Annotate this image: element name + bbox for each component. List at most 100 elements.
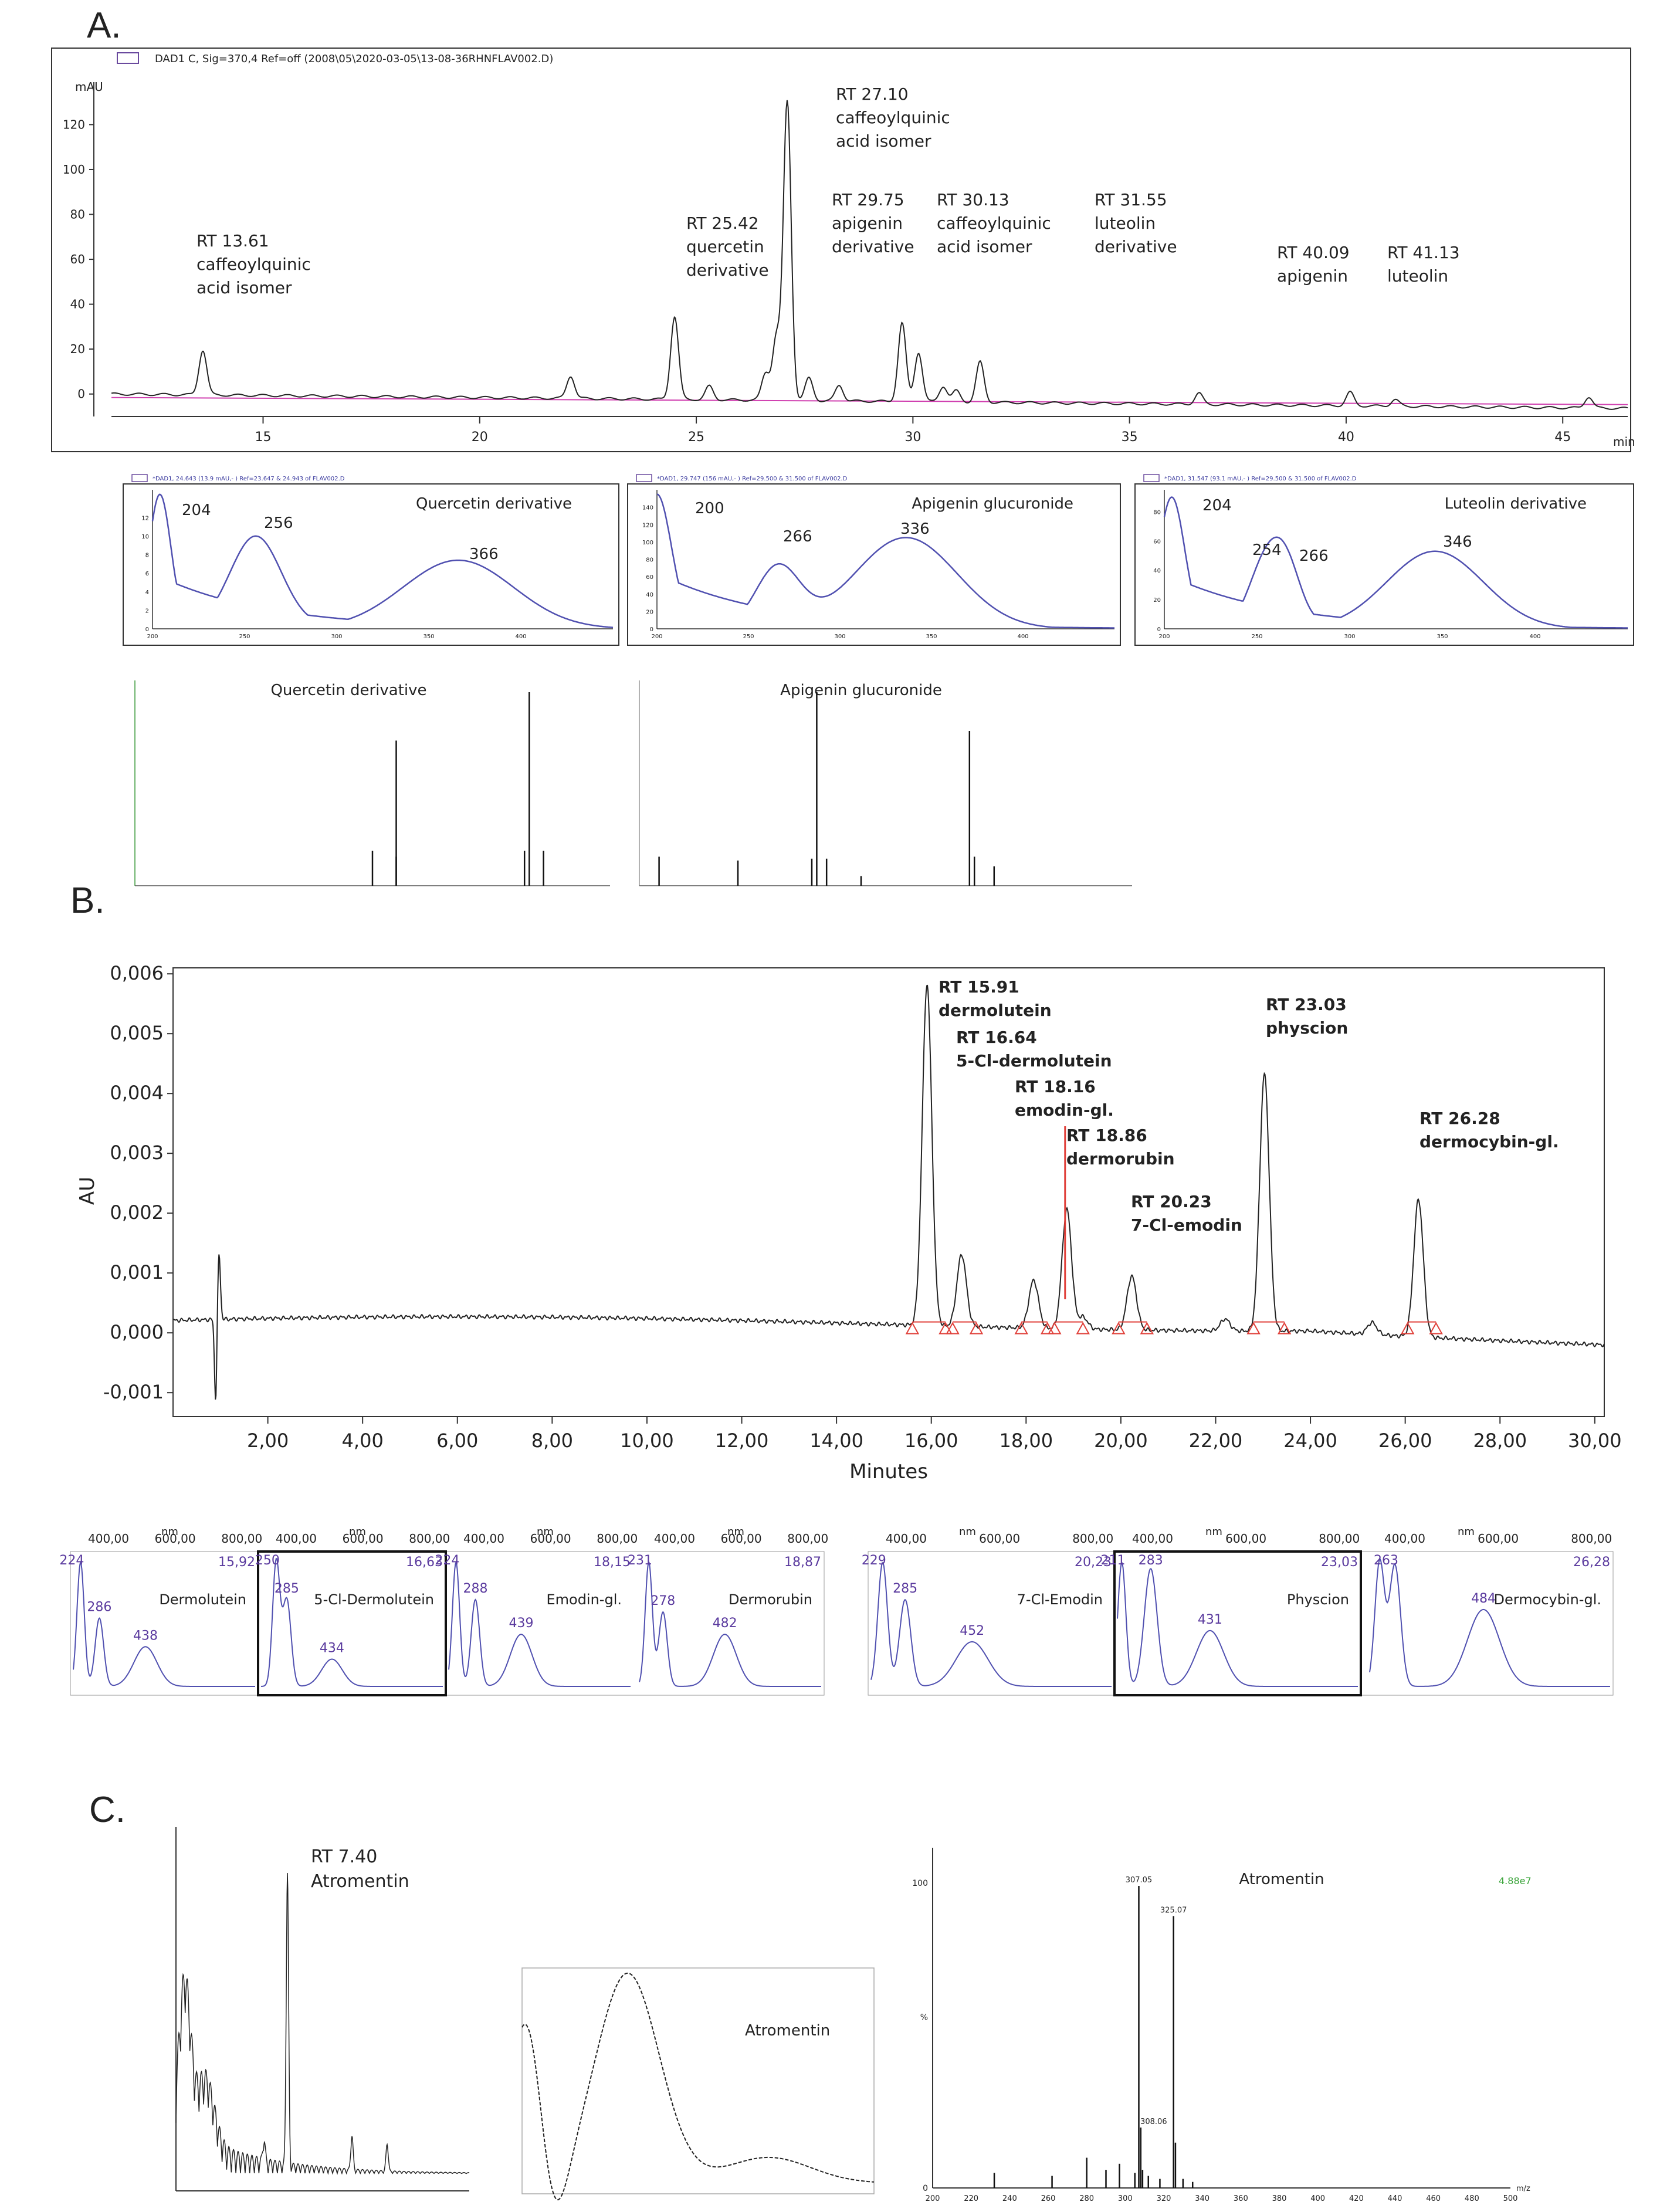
c-ms-y-tick: 100: [912, 1879, 928, 1888]
uv-rt: 23,03: [1321, 1555, 1358, 1570]
panel-label-a: A.: [87, 5, 121, 46]
c-ms-x-tick: 200: [926, 2194, 940, 2203]
y-tick-label: 0,003: [110, 1141, 164, 1164]
uv-axis-tick: 600,00: [343, 1532, 384, 1546]
peak-annotation: RT 40.09: [1277, 243, 1350, 262]
uv-y-tick-label: 120: [642, 522, 653, 529]
panel-label-c: C.: [89, 1790, 126, 1830]
peak-annotation: derivative: [832, 237, 914, 256]
y-tick-label: 0,002: [110, 1201, 164, 1224]
integration-marker: [1048, 1322, 1062, 1334]
uv-x-tick-label: 200: [147, 634, 158, 640]
uv-title: Apigenin glucuronide: [912, 495, 1073, 513]
uv-axis-tick: 600,00: [530, 1532, 571, 1546]
y-tick-label: 120: [63, 117, 85, 131]
integration-marker: [939, 1322, 953, 1334]
uv-axis-tick: 600,00: [155, 1532, 196, 1546]
uv-axis-label: nm: [349, 1526, 366, 1538]
c-ms-x-tick: 340: [1195, 2194, 1210, 2203]
x-tick-label: 10,00: [620, 1429, 674, 1452]
peak-annotation: dermocybin-gl.: [1419, 1132, 1559, 1151]
uv-peak-label: 278: [651, 1594, 675, 1608]
uv-peak-label: 438: [133, 1628, 158, 1643]
peak-annotation: RT 13.61: [197, 231, 269, 250]
uv-peak-label: 484: [1471, 1591, 1496, 1606]
uv-trace: [656, 493, 1114, 629]
plot-frame: [172, 967, 1605, 1417]
uv-peak-label: 229: [862, 1553, 886, 1568]
uv-y-tick-label: 80: [646, 557, 653, 564]
peak-annotation: RT 18.16: [1015, 1077, 1096, 1096]
uv-y-tick-label: 10: [141, 534, 149, 540]
uv-x-tick-label: 400: [515, 634, 526, 640]
uv-axis-tick: 800,00: [221, 1532, 262, 1546]
x-tick-label: 15: [255, 430, 272, 445]
c-ms-x-tick: 420: [1349, 2194, 1364, 2203]
peak-annotation: caffeoylquinic: [937, 214, 1051, 233]
x-tick-label: 8,00: [531, 1429, 573, 1452]
panel-b-uv-spectra: 400,00 600,00 800,00 nm 15,92 Dermolutein 224 2…: [59, 1526, 1614, 1696]
peak-annotation: caffeoylquinic: [836, 108, 950, 127]
uv-y-tick-label: 40: [646, 592, 653, 598]
peak-annotation: quercetin: [686, 237, 764, 256]
uv-legend-swatch: [1143, 474, 1160, 482]
peak-annotation: acid isomer: [836, 131, 931, 151]
peak-annotation: RT 25.42: [686, 214, 759, 233]
uv-axis-tick: 800,00: [597, 1532, 638, 1546]
peak-annotation: dermolutein: [939, 1001, 1052, 1020]
panel-a-ms-spectra: Quercetin derivative Apigenin glucuronide: [134, 680, 1132, 886]
uv-x-tick-label: 250: [743, 634, 754, 640]
c-uv-frame: [521, 1967, 875, 2194]
uv-axis-label: nm: [959, 1526, 976, 1538]
peak-annotation: 7-Cl-emodin: [1131, 1215, 1242, 1235]
y-tick-label: 60: [70, 252, 85, 266]
panel-label-b: B.: [70, 880, 105, 921]
c-ms-y-tick: %: [920, 2013, 928, 2023]
uv-x-tick-label: 200: [1158, 634, 1170, 640]
uv-y-tick-label: 6: [145, 571, 149, 577]
uv-rt: 16,63: [406, 1555, 443, 1570]
integration-marker: [905, 1322, 920, 1334]
integration-marker: [1277, 1322, 1292, 1334]
legend-swatch: [117, 52, 139, 64]
uv-name: Dermorubin: [729, 1591, 812, 1608]
x-tick-label: 25: [688, 430, 704, 445]
uv-name: Dermolutein: [159, 1591, 246, 1608]
peak-annotation: apigenin: [1277, 266, 1348, 286]
peak-annotation: apigenin: [832, 214, 903, 233]
panel-a-chromatogram: DAD1 C, Sig=370,4 Ref=off (2008\05\2020-…: [51, 48, 1635, 452]
uv-peak-label: 286: [87, 1600, 111, 1615]
peak-annotation: RT 18.86: [1066, 1126, 1147, 1145]
y-tick-label: 80: [70, 208, 85, 222]
uv-peak-label: 283: [1139, 1553, 1163, 1568]
c-ms-title: Atromentin: [1239, 1871, 1324, 1888]
c-ms-x-tick: 460: [1426, 2194, 1441, 2203]
uv-peak-label: 231: [628, 1553, 652, 1568]
uv-trace: [151, 493, 614, 628]
x-tick-label: 40: [1338, 430, 1354, 445]
integration-marker: [1140, 1322, 1154, 1334]
uv-name: Dermocybin-gl.: [1494, 1591, 1601, 1608]
c-ms-x-tick: 400: [1310, 2194, 1325, 2203]
uv-axis-tick: 400,00: [463, 1532, 504, 1546]
c-ms-y-tick: 0: [923, 2184, 928, 2193]
uv-axis-tick: 600,00: [721, 1532, 762, 1546]
uv-x-tick-label: 350: [926, 634, 937, 640]
uv-axis-label: nm: [727, 1526, 744, 1538]
uv-x-tick-label: 400: [1529, 634, 1540, 640]
integration-marker: [946, 1322, 960, 1334]
peak-annotation: RT 16.64: [956, 1028, 1037, 1047]
integration-marker: [1014, 1322, 1028, 1334]
uv-peak-label: 204: [1202, 497, 1232, 514]
uv-y-tick-label: 0: [650, 626, 653, 633]
y-axis-label: AU: [76, 1177, 99, 1205]
c-uv-trace: [521, 1972, 875, 2201]
peak-annotation: acid isomer: [197, 278, 292, 297]
uv-y-tick-label: 0: [145, 626, 149, 633]
y-tick-label: 100: [63, 162, 85, 177]
uv-axis-tick: 400,00: [886, 1532, 927, 1546]
uv-peak-label: 224: [435, 1553, 459, 1568]
uv-axis-tick: 600,00: [1225, 1532, 1266, 1546]
x-tick-label: 14,00: [809, 1429, 863, 1452]
peak-annotation: RT 15.91: [939, 977, 1019, 997]
